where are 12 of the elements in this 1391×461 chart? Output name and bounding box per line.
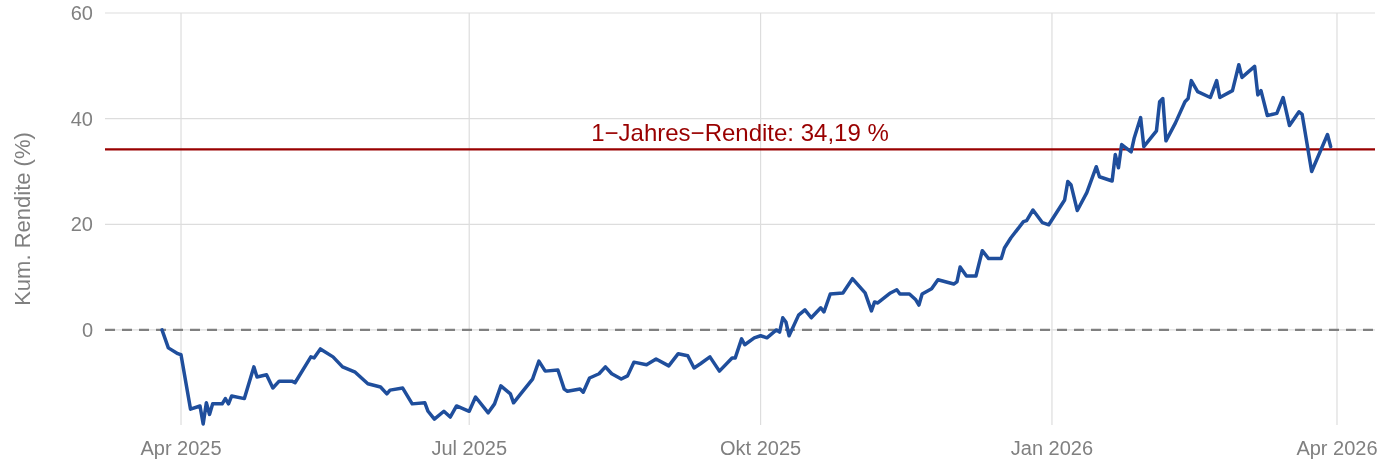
y-tick-label: 0 (81, 318, 93, 341)
x-tick-label: Apr 2026 (1296, 437, 1378, 459)
line-series (160, 63, 1333, 426)
x-tick-label: Apr 2025 (140, 437, 222, 459)
y-axis-title: Kum. Rendite (%) (10, 132, 35, 306)
y-tick-label: 40 (70, 107, 93, 130)
ref-line-label: 1−Jahres−Rendite: 34,19 % (591, 119, 889, 147)
x-tick-label: Jul 2025 (431, 437, 508, 459)
x-tick-label: Jan 2026 (1010, 437, 1094, 459)
y-tick-label: 20 (70, 213, 93, 236)
x-tick-label: Okt 2025 (720, 437, 802, 459)
y-tick-label: 60 (70, 2, 93, 24)
